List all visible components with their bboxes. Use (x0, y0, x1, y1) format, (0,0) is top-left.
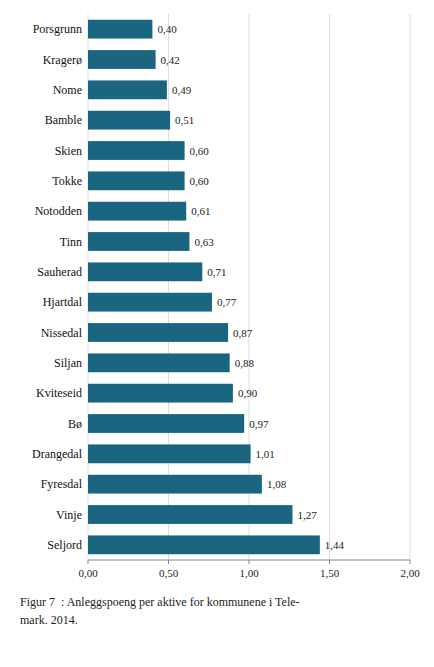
data-label: 0,60 (190, 175, 210, 187)
bar (88, 323, 228, 342)
x-axis: 0,00 0,50 1,00 1,50 2,00 (78, 560, 420, 579)
data-label: 0,88 (235, 357, 255, 369)
data-labels: 1,44 1,27 1,08 1,01 0,97 0,90 0,88 0,87 0,77 0,71… (157, 23, 344, 551)
chart-container: 1,44 1,27 1,08 1,01 0,97 0,90 0,88 0,87 0,77 0,71… (0, 0, 434, 667)
category-label: Nissedal (41, 326, 83, 340)
tick-mark (249, 560, 250, 564)
bar (88, 232, 189, 251)
data-label: 0,60 (190, 145, 210, 157)
bar (88, 293, 212, 312)
caption: Figur 7 : Anleggspoeng per aktive for ko… (20, 595, 300, 627)
category-label: Tinn (60, 235, 82, 249)
data-label: 0,71 (207, 266, 226, 278)
category-label: Nome (53, 83, 82, 97)
data-label: 1,01 (256, 448, 275, 460)
caption-line: mark. 2014. (20, 613, 78, 627)
data-label: 0,42 (161, 54, 180, 66)
data-label: 1,27 (297, 509, 317, 521)
y-axis: Seljord Vinje Fyresdal Drangedal Bø Kviteseid… (32, 22, 83, 552)
bar (88, 414, 244, 433)
category-label: Kviteseid (36, 386, 82, 400)
category-label: Bø (68, 417, 82, 431)
grid-line (410, 14, 411, 560)
caption-line: Figur 7 : Anleggspoeng per aktive for ko… (20, 595, 300, 609)
tick-label: 2,00 (400, 567, 420, 579)
data-label: 0,49 (172, 84, 192, 96)
data-label: 1,44 (325, 539, 345, 551)
data-label: 0,77 (217, 296, 237, 308)
bar (88, 444, 251, 463)
bar (88, 475, 262, 494)
tick-label: 1,00 (239, 567, 259, 579)
category-label: Siljan (54, 356, 82, 370)
bar (88, 505, 292, 524)
category-label: Bamble (45, 113, 82, 127)
category-label: Seljord (47, 538, 82, 552)
data-label: 0,87 (233, 327, 253, 339)
category-label: Vinje (56, 508, 82, 522)
bar (88, 111, 170, 130)
chart: 1,44 1,27 1,08 1,01 0,97 0,90 0,88 0,87 0,77 0,71… (0, 0, 434, 667)
bar (88, 20, 152, 39)
data-label: 0,40 (157, 23, 177, 35)
tick-mark (88, 560, 89, 564)
data-label: 0,61 (191, 205, 210, 217)
data-label: 0,63 (194, 236, 214, 248)
bar (88, 171, 185, 190)
category-label: Fyresdal (41, 477, 83, 491)
tick-mark (168, 560, 169, 564)
category-label: Kragerø (43, 53, 82, 67)
category-label: Hjartdal (43, 295, 83, 309)
data-label: 1,08 (267, 478, 287, 490)
grid (88, 14, 410, 560)
bar (88, 80, 167, 99)
grid-line (329, 14, 330, 560)
category-label: Drangedal (32, 447, 83, 461)
tick-label: 0,50 (159, 567, 179, 579)
data-label: 0,51 (175, 114, 194, 126)
category-label: Notodden (35, 204, 82, 218)
tick-label: 1,50 (320, 567, 340, 579)
category-label: Skien (55, 144, 82, 158)
data-label: 0,90 (238, 387, 258, 399)
category-label: Porsgrunn (33, 22, 82, 36)
category-label: Tokke (52, 174, 82, 188)
bar (88, 50, 156, 69)
bar (88, 384, 233, 403)
bars (88, 20, 320, 554)
tick-mark (410, 560, 411, 564)
tick-mark (329, 560, 330, 564)
bar (88, 202, 186, 221)
bar (88, 262, 202, 281)
category-label: Sauherad (37, 265, 82, 279)
tick-label: 0,00 (78, 567, 98, 579)
bar (88, 353, 230, 372)
bar (88, 535, 320, 554)
data-label: 0,97 (249, 418, 269, 430)
bar (88, 141, 185, 160)
